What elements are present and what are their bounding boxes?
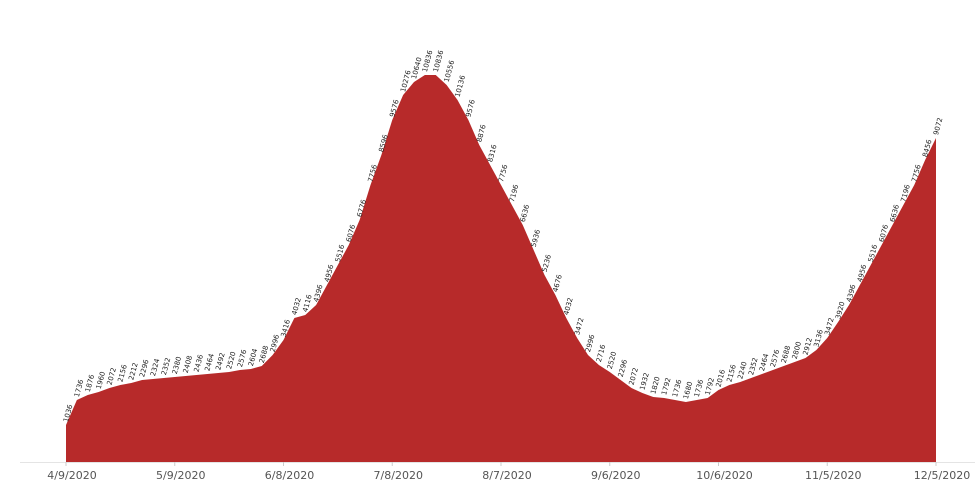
x-tick-label: 8/7/2020 — [482, 469, 531, 482]
data-label: 2716 — [595, 343, 607, 363]
data-label: 1680 — [682, 381, 694, 400]
data-label: 4032 — [291, 297, 303, 316]
x-tick-label: 11/5/2020 — [805, 469, 861, 482]
data-label: 10136 — [454, 74, 468, 98]
data-label: 2996 — [584, 333, 596, 353]
data-label: 2156 — [726, 363, 738, 383]
x-tick-label: 6/8/2020 — [265, 469, 314, 482]
x-tick-label: 5/9/2020 — [156, 469, 205, 482]
data-label: 6636 — [519, 203, 531, 223]
data-label: 3472 — [573, 317, 585, 336]
data-label: 1960 — [95, 371, 107, 390]
data-label: 2464 — [758, 352, 770, 372]
data-label: 2520 — [225, 351, 237, 370]
data-label: 7756 — [497, 163, 509, 183]
data-label: 2016 — [715, 368, 727, 388]
data-label: 2072 — [628, 367, 640, 386]
data-label: 1736 — [671, 378, 683, 398]
data-label: 2688 — [780, 345, 792, 364]
data-label: 2212 — [127, 362, 139, 381]
data-label: 2576 — [769, 348, 781, 368]
x-tick-label: 10/6/2020 — [696, 469, 752, 482]
data-label: 2520 — [606, 351, 618, 370]
x-tick-label: 9/6/2020 — [591, 469, 640, 482]
data-label: 5936 — [530, 228, 542, 248]
data-label: 5236 — [541, 253, 553, 273]
x-tick-label: 12/5/2020 — [914, 469, 970, 482]
data-label: 2072 — [106, 367, 118, 386]
data-label: 1932 — [639, 372, 651, 391]
x-tick-label: 7/8/2020 — [374, 469, 423, 482]
data-label: 8316 — [486, 143, 498, 163]
data-label: 1876 — [84, 373, 96, 393]
area — [66, 75, 936, 462]
data-label: 8876 — [475, 123, 487, 143]
data-label: 1792 — [660, 377, 672, 396]
data-label: 7196 — [508, 183, 520, 203]
data-label: 2296 — [617, 358, 629, 378]
x-tick-label: 4/9/2020 — [47, 469, 96, 482]
data-label: 2240 — [736, 361, 748, 380]
data-label: 4032 — [562, 297, 574, 316]
data-label: 4676 — [552, 273, 564, 293]
data-label: 9072 — [932, 117, 944, 136]
data-label: 2156 — [117, 363, 129, 383]
data-label: 2800 — [791, 341, 803, 360]
data-label: 9576 — [465, 98, 477, 118]
data-label: 1736 — [693, 378, 705, 398]
data-label: 10556 — [443, 59, 457, 83]
data-label: 2352 — [747, 357, 759, 376]
data-label: 2604 — [247, 347, 259, 367]
data-label: 1736 — [73, 378, 85, 398]
